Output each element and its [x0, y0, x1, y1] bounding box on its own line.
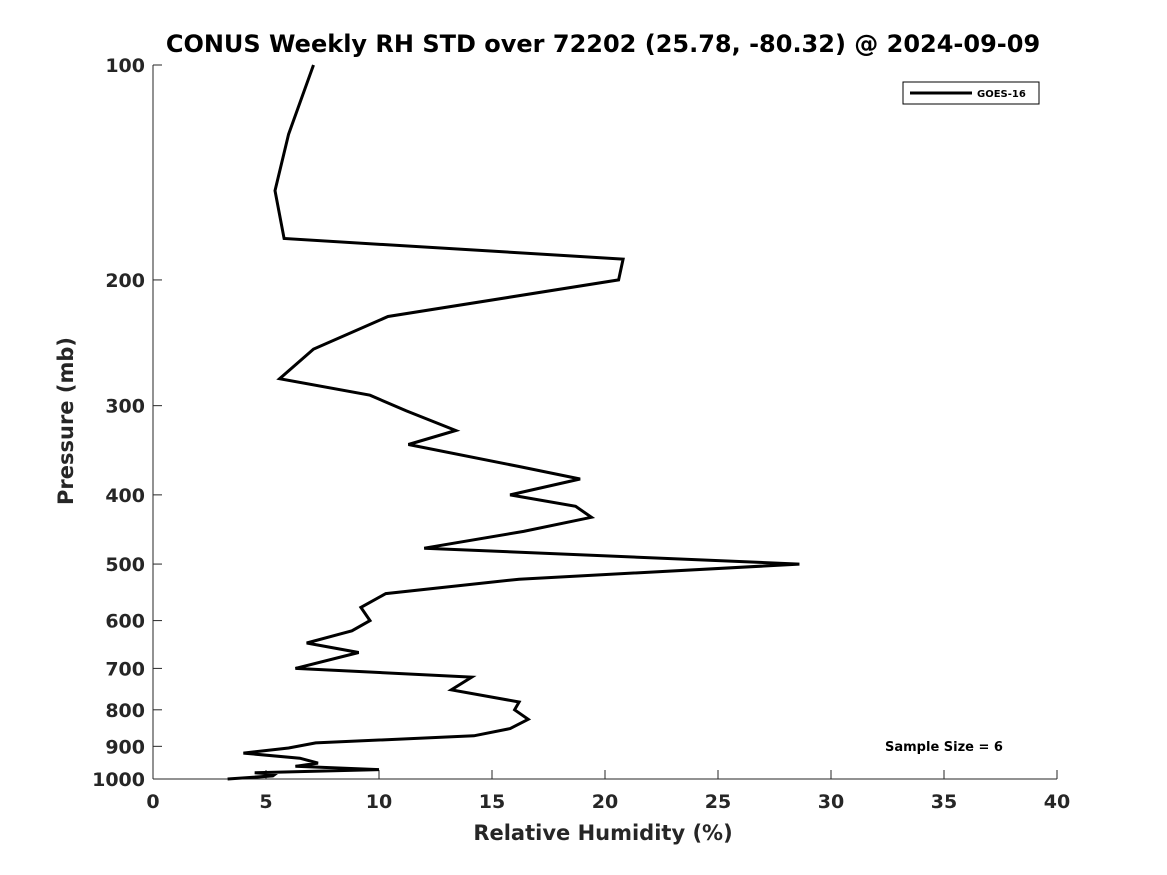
legend: GOES-16 [902, 81, 1040, 105]
y-tick-label: 700 [105, 658, 145, 680]
x-tick-label: 40 [1044, 791, 1070, 813]
y-tick-label: 300 [105, 396, 145, 418]
y-tick-label: 1000 [92, 769, 145, 791]
x-tick-label: 30 [818, 791, 844, 813]
y-tick-label: 200 [105, 270, 145, 292]
x-tick-label: 0 [146, 791, 159, 813]
x-tick-label: 25 [705, 791, 731, 813]
legend-entry-goes-16: GOES-16 [977, 89, 1026, 100]
y-tick-label: 100 [105, 55, 145, 77]
x-tick-label: 35 [931, 791, 957, 813]
series-line-goes-16 [227, 64, 800, 781]
plot-area: 0 5 10 15 20 25 30 35 40 100 200 300 400 500 600 700 800… [92, 55, 1070, 813]
y-tick-label: 500 [105, 554, 145, 576]
x-tick-label: 5 [259, 791, 272, 813]
x-tick-label: 10 [366, 791, 392, 813]
y-tick-label: 600 [105, 611, 145, 633]
y-tick-label: 800 [105, 700, 145, 722]
x-axis-label: Relative Humidity (%) [473, 821, 732, 845]
sample-size-annotation: Sample Size = 6 [885, 740, 1003, 755]
chart-title: CONUS Weekly RH STD over 72202 (25.78, -… [166, 30, 1040, 58]
x-tick-label: 15 [479, 791, 505, 813]
y-tick-label: 900 [105, 736, 145, 758]
y-tick-label: 400 [105, 485, 145, 507]
y-axis-label: Pressure (mb) [54, 337, 78, 505]
x-tick-label: 20 [592, 791, 618, 813]
